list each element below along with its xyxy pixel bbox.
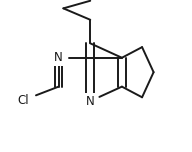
Text: N: N bbox=[86, 95, 95, 108]
Text: Cl: Cl bbox=[17, 94, 29, 107]
Text: N: N bbox=[54, 51, 63, 64]
